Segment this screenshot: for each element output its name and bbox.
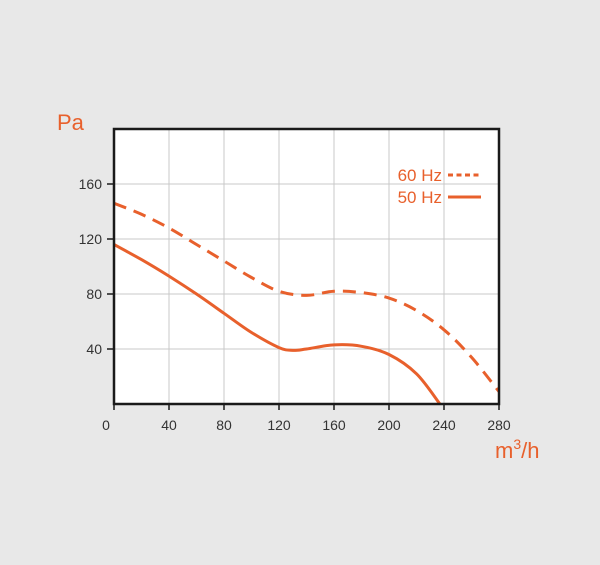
x-tick-label: 120 (267, 417, 291, 433)
x-tick-label: 160 (322, 417, 346, 433)
x-axis-label-tail: /h (521, 438, 539, 463)
plot-frame (112, 127, 501, 406)
y-tick-label: 120 (79, 231, 103, 247)
legend: 60 Hz 50 Hz (398, 166, 481, 207)
series-group (114, 201, 499, 404)
axis-ticks: 0 40 80 120 160 200 240 280 40 80 120 160 (79, 176, 511, 433)
x-tick-label: 0 (102, 417, 110, 433)
x-tick-label: 280 (487, 417, 511, 433)
y-tick-label: 40 (86, 341, 102, 357)
x-tick-label: 200 (377, 417, 401, 433)
x-tick-label: 80 (216, 417, 232, 433)
x-axis-label: m3/h (495, 436, 539, 463)
x-axis-label-sup: 3 (513, 436, 521, 452)
legend-label-50-hz: 50 Hz (398, 188, 442, 207)
plot-area (114, 129, 499, 404)
x-axis-label-base: m (495, 438, 513, 463)
gridlines (114, 129, 499, 404)
series-line-60-hz (114, 201, 499, 393)
x-tick-label: 240 (432, 417, 456, 433)
y-tick-label: 80 (86, 286, 102, 302)
series-line-50-hz (114, 243, 442, 404)
legend-label-60-hz: 60 Hz (398, 166, 442, 185)
x-tick-label: 40 (161, 417, 177, 433)
y-axis-label: Pa (57, 110, 85, 135)
y-tick-label: 160 (79, 176, 103, 192)
